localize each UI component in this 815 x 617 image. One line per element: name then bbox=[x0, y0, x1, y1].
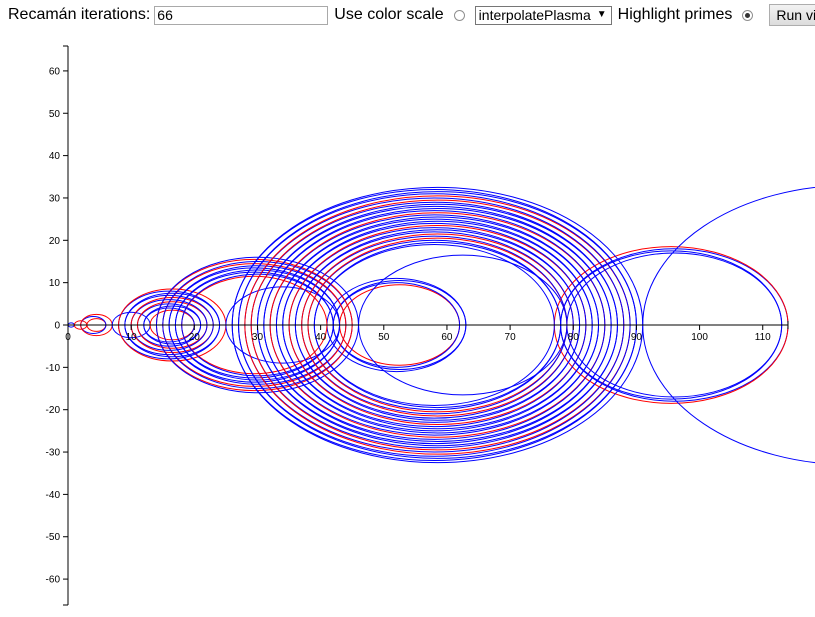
y-tick-label-60: 60 bbox=[49, 66, 61, 77]
y-tick-label--30: -30 bbox=[46, 448, 61, 459]
y-tick-label-0: 0 bbox=[54, 321, 60, 332]
x-tick-label-20: 20 bbox=[189, 332, 201, 343]
iterations-label: Recamán iterations: bbox=[8, 6, 151, 23]
y-tick-label-10: 10 bbox=[49, 278, 61, 289]
y-tick-label--50: -50 bbox=[46, 532, 61, 543]
axes-group: 01020304050607080901001106050403020100-1… bbox=[46, 45, 789, 606]
y-tick-label--60: -60 bbox=[46, 575, 61, 586]
y-tick-label-30: 30 bbox=[49, 193, 61, 204]
x-tick-label-110: 110 bbox=[755, 332, 771, 343]
y-tick-label--10: -10 bbox=[46, 363, 61, 374]
y-tick-label--20: -20 bbox=[46, 405, 61, 416]
x-tick-label-70: 70 bbox=[505, 332, 517, 343]
x-tick-label-60: 60 bbox=[441, 332, 453, 343]
x-tick-label-90: 90 bbox=[631, 332, 643, 343]
scale-select[interactable]: interpolatePlasma ▼ bbox=[474, 5, 612, 25]
color-scale-radio[interactable] bbox=[453, 9, 465, 21]
x-tick-label-100: 100 bbox=[691, 332, 708, 343]
x-tick-label-80: 80 bbox=[568, 332, 580, 343]
run-viz-button[interactable]: Run viz bbox=[769, 4, 815, 26]
y-tick-label--40: -40 bbox=[46, 490, 61, 501]
y-tick-label-40: 40 bbox=[49, 151, 61, 162]
y-tick-label-20: 20 bbox=[49, 236, 61, 247]
x-tick-label-10: 10 bbox=[126, 332, 138, 343]
highlight-primes-label: Highlight primes bbox=[617, 6, 733, 23]
x-tick-label-50: 50 bbox=[378, 332, 390, 343]
scale-select-value: interpolatePlasma bbox=[478, 7, 591, 23]
y-tick-label-50: 50 bbox=[49, 109, 61, 120]
highlight-primes-radio[interactable] bbox=[742, 9, 754, 21]
color-scale-label: Use color scale bbox=[334, 6, 444, 23]
toolbar: Recamán iterations: Use color scale inte… bbox=[8, 4, 815, 26]
x-tick-label-40: 40 bbox=[315, 332, 327, 343]
chevron-down-icon: ▼ bbox=[596, 8, 607, 20]
x-tick-label-30: 30 bbox=[252, 332, 264, 343]
iterations-input[interactable] bbox=[154, 5, 329, 25]
